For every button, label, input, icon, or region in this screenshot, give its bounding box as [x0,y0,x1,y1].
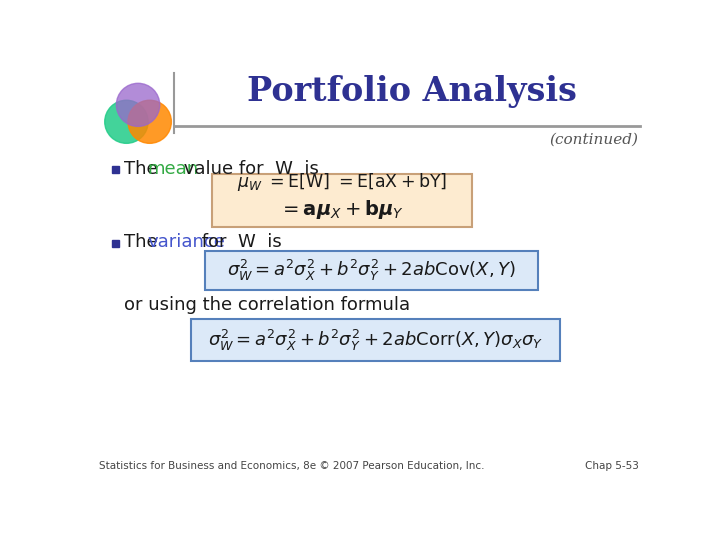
Text: variance: variance [148,233,225,251]
FancyBboxPatch shape [204,251,538,289]
Text: $\mu_W\ =\mathrm{E[W]}\ =\mathrm{E[aX+bY]}$: $\mu_W\ =\mathrm{E[W]}\ =\mathrm{E[aX+bY… [237,171,447,193]
Text: for  W  is: for W is [196,233,282,251]
Circle shape [128,100,171,143]
Text: The: The [124,233,163,251]
FancyBboxPatch shape [191,319,559,361]
Text: Statistics for Business and Economics, 8e © 2007 Pearson Education, Inc.: Statistics for Business and Economics, 8… [99,461,485,471]
Text: value for  W  is: value for W is [179,160,319,178]
Text: $=\mathbf{a}\boldsymbol{\mu}_X+\mathbf{b}\boldsymbol{\mu}_Y$: $=\mathbf{a}\boldsymbol{\mu}_X+\mathbf{b… [279,198,405,221]
Text: $\sigma_W^2=a^2\sigma_X^2+b^2\sigma_Y^2+2ab\mathrm{Cov}(X,Y)$: $\sigma_W^2=a^2\sigma_X^2+b^2\sigma_Y^2+… [227,258,516,283]
FancyBboxPatch shape [212,174,472,226]
Bar [112,166,119,173]
Circle shape [104,100,148,143]
Text: Portfolio Analysis: Portfolio Analysis [247,75,577,108]
Text: Chap 5-53: Chap 5-53 [585,461,639,471]
Text: mean: mean [148,160,199,178]
Text: or using the correlation formula: or using the correlation formula [124,296,410,314]
Text: (continued): (continued) [549,132,639,146]
Circle shape [117,83,160,126]
Bar [112,240,119,247]
Text: The: The [124,160,163,178]
Text: $\sigma_W^2=a^2\sigma_X^2+b^2\sigma_Y^2+2ab\mathrm{Corr}(X,Y)\sigma_X\sigma_Y$: $\sigma_W^2=a^2\sigma_X^2+b^2\sigma_Y^2+… [207,328,543,353]
